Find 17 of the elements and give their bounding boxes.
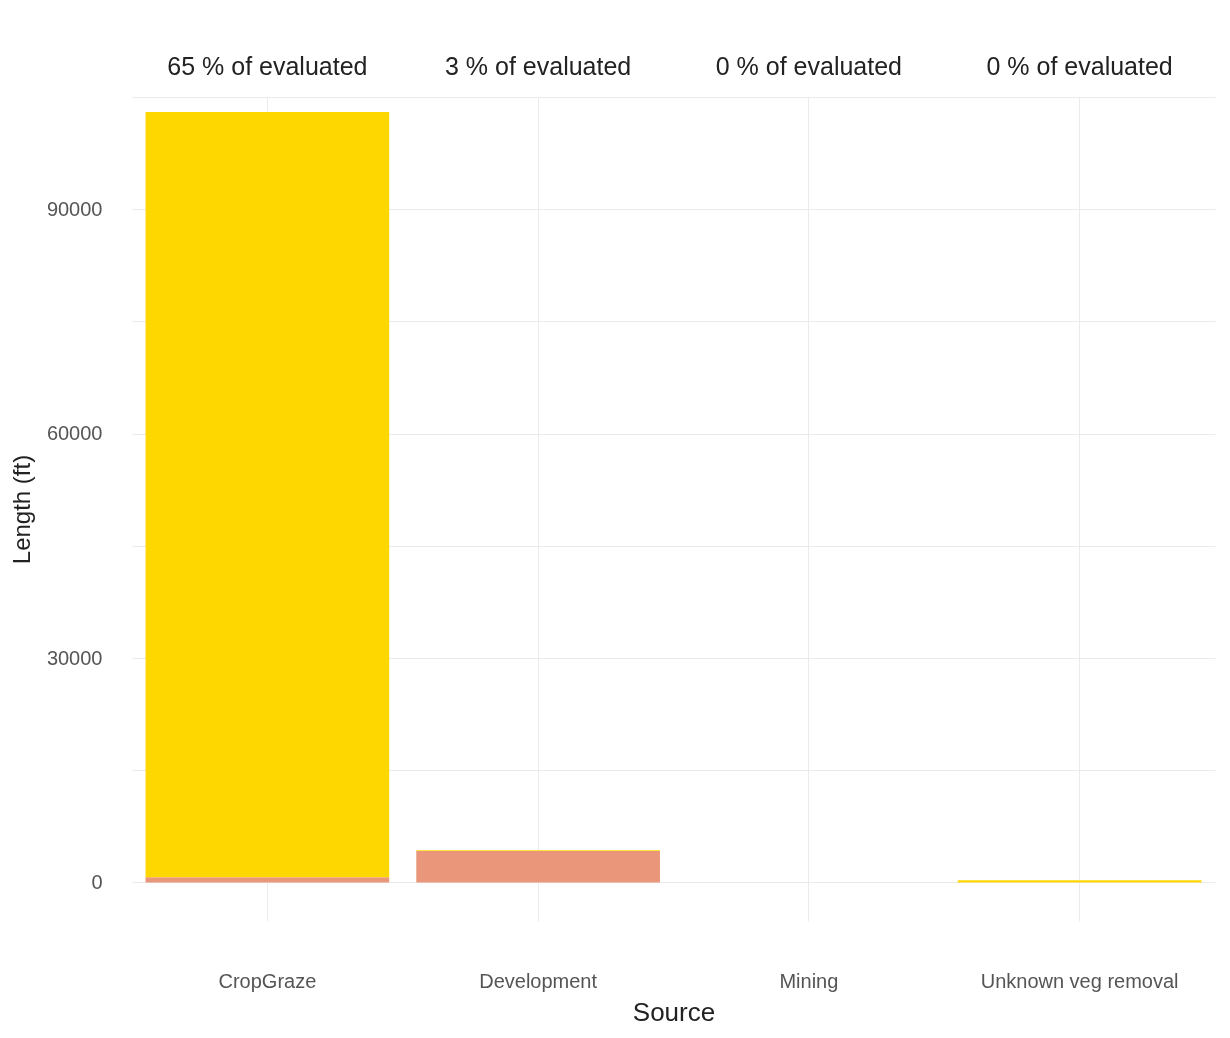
text: 65 % of evaluated bbox=[167, 52, 368, 80]
x-tick-label: Mining bbox=[779, 969, 839, 992]
text: 3 % of evaluated bbox=[445, 52, 632, 80]
bar bbox=[145, 877, 390, 883]
y-tick-label: 0 bbox=[91, 870, 103, 893]
x-tick-label: Unknown veg removal bbox=[980, 969, 1179, 992]
y-tick-label: 90000 bbox=[46, 197, 103, 220]
bar bbox=[416, 851, 660, 883]
text: 0 % of evaluated bbox=[715, 52, 902, 80]
x-tick-label: CropGraze bbox=[218, 969, 317, 992]
y-axis-title: Length (ft) bbox=[7, 454, 35, 565]
bar bbox=[145, 111, 390, 878]
y-tick-label: 60000 bbox=[46, 422, 103, 445]
text: 0 % of evaluated bbox=[986, 52, 1173, 80]
x-axis-title: Source bbox=[632, 996, 716, 1027]
y-tick-label: 30000 bbox=[46, 646, 103, 669]
x-tick-label: Development bbox=[479, 969, 598, 992]
